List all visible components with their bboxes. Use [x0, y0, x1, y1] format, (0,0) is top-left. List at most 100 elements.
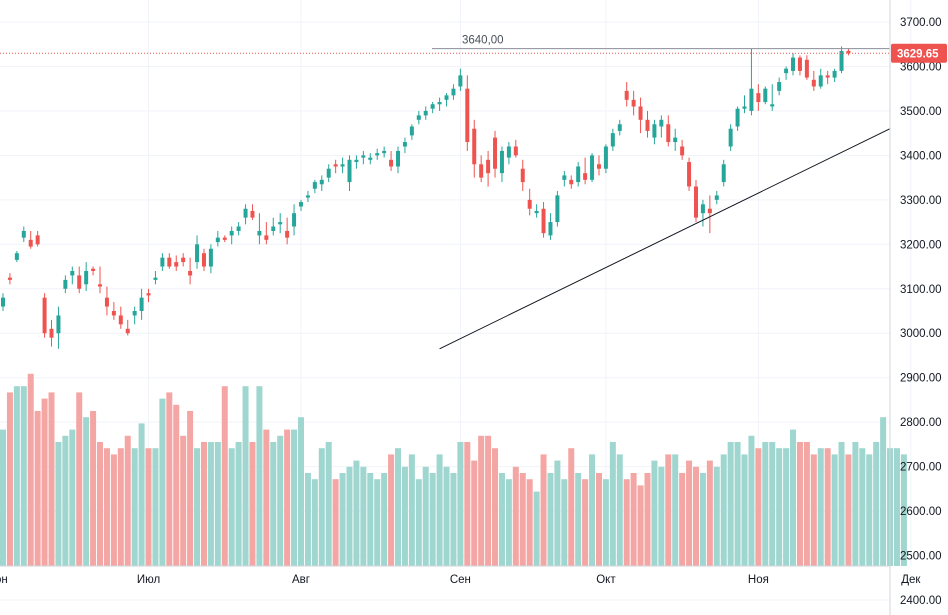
candle [153, 270, 158, 285]
volume-bar [713, 466, 720, 566]
candle-body [721, 164, 726, 183]
volume-bar [748, 435, 755, 566]
candle [215, 230, 220, 247]
volume-bar [693, 466, 699, 566]
volume-bar [679, 473, 686, 566]
volume-bar [117, 448, 124, 566]
candle-body [188, 270, 193, 276]
price-tick-label: 2700.00 [900, 462, 942, 474]
candle [188, 257, 193, 285]
volume-bar [6, 392, 13, 566]
price-axis[interactable]: 2400.00 2500.00 2600.00 2700.00 2800.00 2900.… [900, 17, 942, 607]
volume-bar [741, 454, 748, 566]
candle [770, 84, 775, 111]
candle-body [499, 150, 504, 174]
candle [250, 204, 255, 220]
candle-body [319, 179, 324, 185]
candle [458, 68, 463, 91]
volume-bar [547, 473, 554, 566]
candle [402, 137, 407, 154]
volume-bar [540, 454, 547, 566]
volume-bar [630, 473, 637, 566]
volume-bar [360, 466, 367, 566]
candle [382, 146, 387, 158]
volume-bar [194, 448, 201, 566]
volume-bar [277, 435, 284, 566]
volume-bar [152, 448, 159, 566]
volume-bar [512, 466, 519, 566]
candle-body [569, 179, 574, 185]
volume-bar [727, 442, 734, 566]
candle [312, 179, 317, 194]
candle-body [832, 70, 837, 78]
candle [673, 128, 678, 151]
candle-body [423, 110, 428, 116]
candle-body [271, 226, 276, 231]
candle [125, 319, 130, 336]
candle-body [409, 126, 414, 136]
last-price-tag-label: 3629.65 [897, 48, 939, 60]
candle-body [368, 157, 373, 160]
candle-body [146, 293, 151, 296]
candle [444, 93, 449, 107]
trendline[interactable] [439, 128, 891, 350]
volume-bar [457, 442, 464, 566]
volume-bar [783, 448, 790, 566]
candle-body [645, 119, 650, 131]
time-axis[interactable]: Июн Июл Авг Сен Окт Ноя Дек [0, 574, 921, 586]
volume-bar [173, 404, 180, 566]
volume-bar [471, 460, 478, 566]
price-tick-label: 3700.00 [900, 17, 942, 29]
candle-body [596, 164, 601, 169]
volume-bar [318, 448, 325, 566]
candle [680, 139, 685, 160]
candle-body [818, 75, 823, 87]
volume-bar [589, 454, 596, 566]
volume-bar [852, 442, 859, 566]
candle-body [749, 88, 754, 111]
candle-body [846, 50, 851, 54]
candle [784, 66, 789, 80]
volume-bar [332, 479, 339, 566]
volume-bar [873, 442, 880, 566]
candles [1, 46, 851, 349]
candle-body [694, 186, 698, 218]
candle [326, 164, 331, 183]
volume-bar [187, 411, 194, 566]
month-label: Окт [596, 574, 616, 586]
price-tick-label: 3500.00 [900, 106, 942, 118]
candle-body [707, 208, 712, 214]
candle-body [243, 208, 248, 218]
volume-bar [699, 473, 706, 566]
candle [714, 190, 719, 205]
volume-bar [381, 473, 388, 566]
volume-bar [554, 460, 561, 566]
last-price-tag-background [891, 43, 947, 63]
candle [396, 146, 401, 174]
candle-body [326, 168, 331, 178]
volume-bars [0, 373, 907, 566]
volume-bar [790, 429, 797, 566]
candle [811, 70, 816, 91]
volume-bar [297, 417, 304, 566]
volume-bar [20, 386, 27, 566]
candle [333, 159, 338, 174]
candle-body [576, 166, 581, 183]
volume-bar [485, 435, 492, 566]
candle-body [250, 210, 255, 218]
candle [181, 253, 186, 267]
price-tick-label: 2400.00 [900, 595, 942, 607]
candle-body [479, 164, 484, 178]
volume-bar [124, 435, 131, 566]
candle [416, 110, 421, 125]
candle-body [797, 57, 802, 71]
candle [368, 153, 373, 165]
drawings: 3640,00 [0, 35, 891, 350]
candle [319, 175, 324, 191]
candle-body [548, 222, 553, 236]
volume-bar [436, 454, 443, 566]
candle [659, 115, 664, 138]
candle [389, 150, 394, 171]
candle-body [673, 137, 678, 143]
